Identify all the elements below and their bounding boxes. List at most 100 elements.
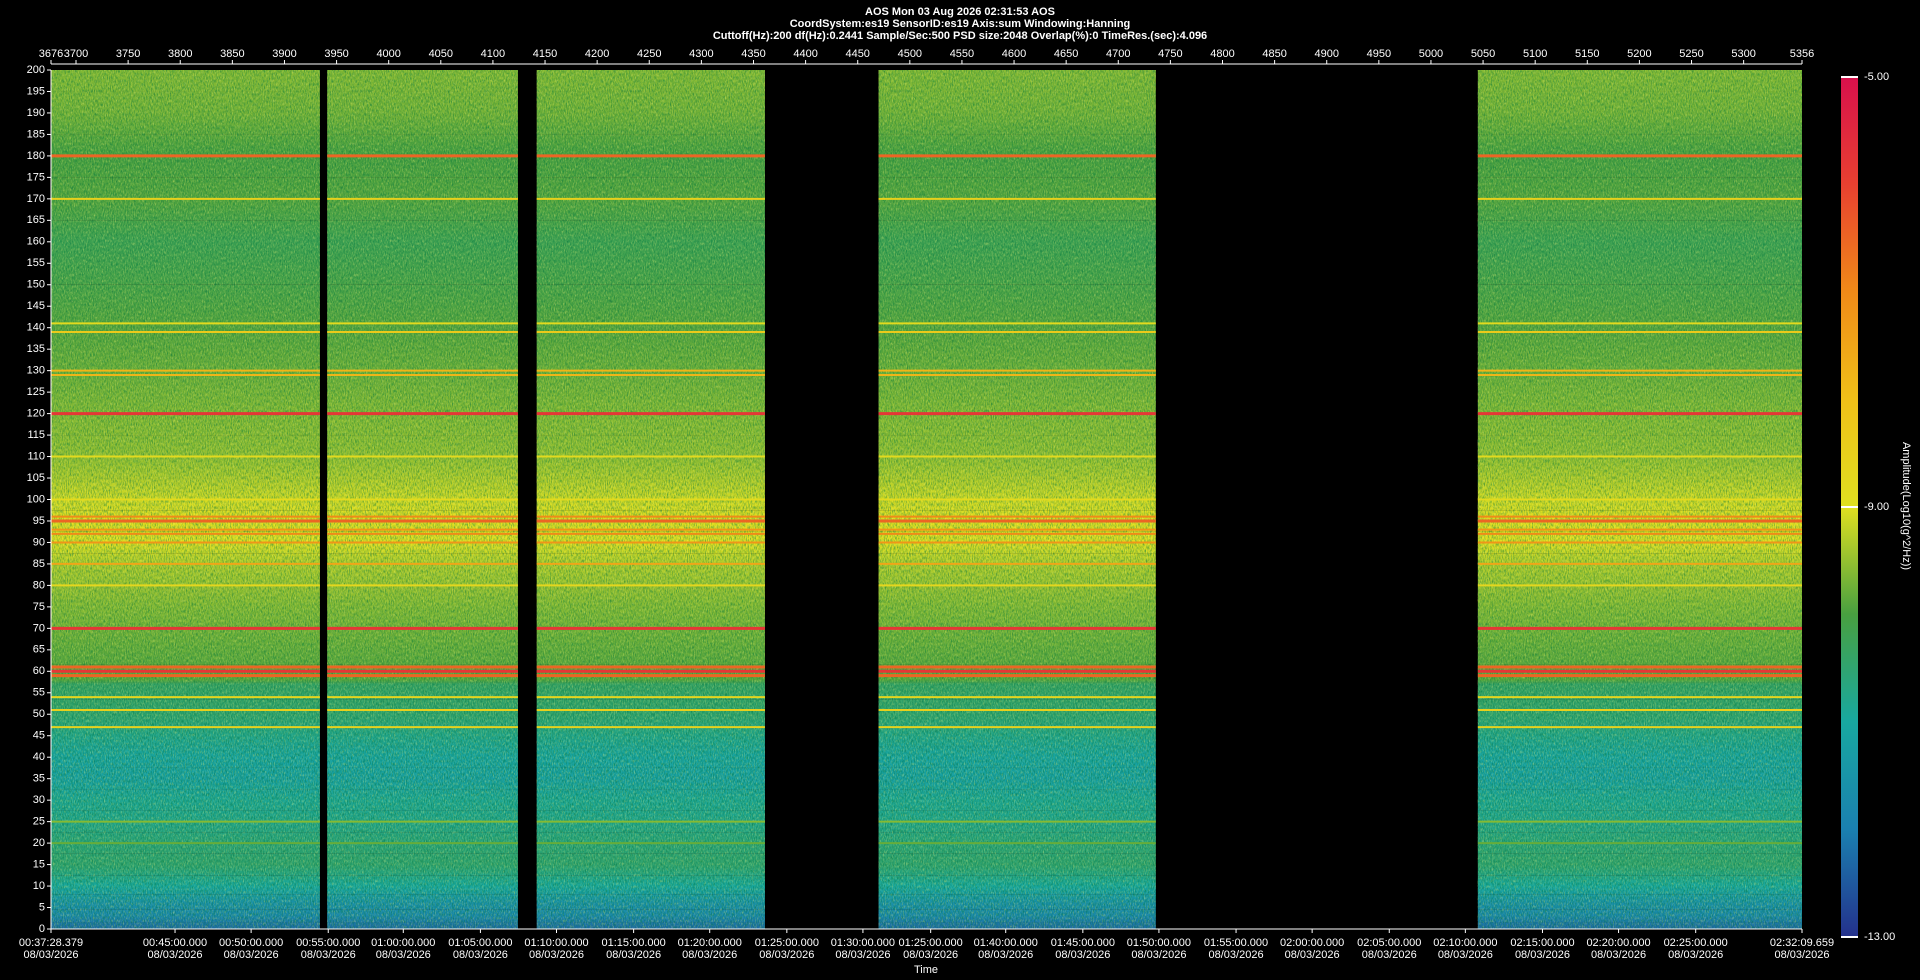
y-tick-label: 70 [33,622,45,634]
y-tick-label: 150 [27,279,45,291]
time-tick-label: 01:45:00.000 [1051,937,1115,949]
y-tick-label: 130 [27,365,45,377]
x-tick-label: 4500 [898,48,922,60]
chart-settings: Cuttoff(Hz):200 df(Hz):0.2441 Sample/Sec… [713,30,1207,42]
x-tick-label: 4300 [689,48,713,60]
x-tick-label: 4400 [793,48,817,60]
x-tick-label: 5356 [1790,48,1814,60]
time-tick-date: 08/03/2026 [978,949,1033,961]
y-tick-label: 200 [27,64,45,76]
y-tick-label: 50 [33,708,45,720]
x-tick-label: 4550 [950,48,974,60]
y-tick-label: 190 [27,107,45,119]
time-tick-label: 01:10:00.000 [524,937,588,949]
time-tick-label: 01:50:00.000 [1127,937,1191,949]
y-tick-label: 140 [27,322,45,334]
time-tick-label: 01:00:00.000 [371,937,435,949]
y-tick-label: 15 [33,858,45,870]
time-tick-date: 08/03/2026 [453,949,508,961]
time-tick-date: 08/03/2026 [301,949,356,961]
time-tick-label: 02:25:00.000 [1664,937,1728,949]
x-tick-label: 4350 [741,48,765,60]
time-tick-label: 00:50:00.000 [219,937,283,949]
time-tick-date: 08/03/2026 [903,949,958,961]
time-tick-label: 00:37:28.379 [19,937,83,949]
y-tick-label: 85 [33,558,45,570]
x-tick-label: 4900 [1314,48,1338,60]
x-tick-label: 4700 [1106,48,1130,60]
time-tick-date: 08/03/2026 [1668,949,1723,961]
x-tick-label: 4800 [1210,48,1234,60]
y-tick-label: 115 [27,429,45,441]
colorbar-tick-label: -5.00 [1864,71,1889,83]
x-tick-label: 5050 [1471,48,1495,60]
x-tick-label: 4600 [1002,48,1026,60]
y-tick-label: 60 [33,665,45,677]
x-tick-label: 5000 [1419,48,1443,60]
y-tick-label: 20 [33,837,45,849]
y-tick-label: 170 [27,193,45,205]
time-tick-label: 01:55:00.000 [1204,937,1268,949]
time-tick-date: 08/03/2026 [606,949,661,961]
chart-title: AOS Mon 03 Aug 2026 02:31:53 AOS [865,6,1055,18]
x-tick-label: 4650 [1054,48,1078,60]
y-tick-label: 55 [33,687,45,699]
time-tick-label: 02:10:00.000 [1433,937,1497,949]
time-tick-label: 01:25:00.000 [755,937,819,949]
time-tick-label: 02:15:00.000 [1510,937,1574,949]
chart-subtitle: CoordSystem:es19 SensorID:es19 Axis:sum … [790,18,1131,30]
x-tick-label: 5150 [1575,48,1599,60]
x-tick-label: 4950 [1367,48,1391,60]
colorbar-tick-label: -9.00 [1864,501,1889,513]
time-tick-label: 00:45:00.000 [143,937,207,949]
time-tick-label: 01:25:00.000 [899,937,963,949]
colorbar-label: Amplitude(Log10(g^2/Hz)) [1900,442,1912,570]
time-tick-date: 08/03/2026 [23,949,78,961]
time-tick-date: 08/03/2026 [147,949,202,961]
y-tick-label: 0 [39,923,45,935]
y-tick-label: 175 [27,171,45,183]
x-tick-label: 5200 [1627,48,1651,60]
time-tick-label: 01:15:00.000 [602,937,666,949]
time-tick-date: 08/03/2026 [1438,949,1493,961]
y-tick-label: 125 [27,386,45,398]
y-tick-label: 65 [33,644,45,656]
time-tick-date: 08/03/2026 [1055,949,1110,961]
y-tick-label: 110 [27,450,45,462]
time-tick-date: 08/03/2026 [1774,949,1829,961]
y-tick-label: 145 [27,300,45,312]
x-tick-label: 3850 [220,48,244,60]
x-tick-label: 5300 [1731,48,1755,60]
y-tick-label: 45 [33,730,45,742]
time-tick-date: 08/03/2026 [759,949,814,961]
y-tick-label: 135 [27,343,45,355]
y-tick-label: 155 [27,257,45,269]
x-tick-label: 3800 [168,48,192,60]
y-tick-label: 195 [27,85,45,97]
x-tick-label: 4050 [429,48,453,60]
time-tick-label: 02:05:00.000 [1357,937,1421,949]
time-tick-label: 01:40:00.000 [974,937,1038,949]
x-tick-label: 4250 [637,48,661,60]
x-tick-label: 5250 [1679,48,1703,60]
x-tick-label: 3676 [39,48,63,60]
y-tick-label: 25 [33,816,45,828]
y-tick-label: 165 [27,214,45,226]
y-tick-label: 40 [33,751,45,763]
x-tick-label: 4450 [845,48,869,60]
time-tick-date: 08/03/2026 [376,949,431,961]
y-tick-label: 10 [33,880,45,892]
y-tick-label: 160 [27,236,45,248]
x-tick-label: 3700 [64,48,88,60]
x-tick-label: 4100 [481,48,505,60]
time-tick-date: 08/03/2026 [1515,949,1570,961]
colorbar-tick-label: -13.00 [1864,931,1895,943]
time-tick-date: 08/03/2026 [529,949,584,961]
y-tick-label: 30 [33,794,45,806]
time-tick-date: 08/03/2026 [1285,949,1340,961]
x-tick-label: 3750 [116,48,140,60]
x-tick-label: 5100 [1523,48,1547,60]
time-tick-date: 08/03/2026 [682,949,737,961]
